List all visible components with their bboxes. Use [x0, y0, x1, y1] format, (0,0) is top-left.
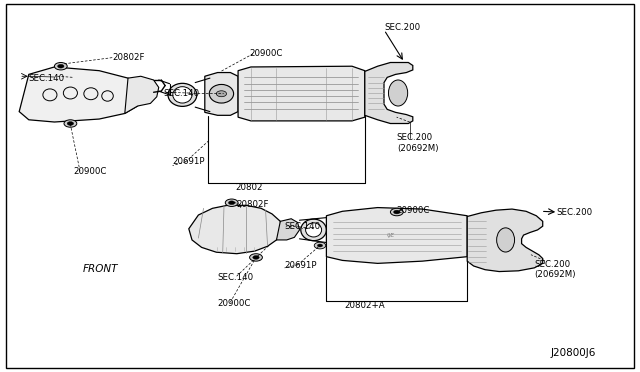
Circle shape [216, 91, 227, 97]
Text: 20802F: 20802F [112, 53, 145, 62]
Text: SEC.200: SEC.200 [384, 23, 420, 32]
Circle shape [250, 254, 262, 261]
Ellipse shape [301, 219, 326, 241]
Ellipse shape [168, 83, 197, 106]
Polygon shape [365, 62, 413, 124]
Text: 20691P: 20691P [285, 262, 317, 270]
Text: FRONT: FRONT [83, 264, 118, 273]
Text: 20900C: 20900C [250, 49, 283, 58]
Polygon shape [276, 219, 300, 240]
Ellipse shape [388, 80, 408, 106]
Polygon shape [125, 76, 159, 113]
Circle shape [390, 208, 403, 216]
Text: 20802+A: 20802+A [344, 301, 385, 310]
Text: J20800J6: J20800J6 [550, 348, 595, 357]
Polygon shape [238, 66, 365, 121]
Circle shape [317, 244, 323, 247]
Ellipse shape [173, 87, 192, 103]
Ellipse shape [209, 84, 234, 103]
Polygon shape [467, 209, 543, 272]
Text: SEC.140: SEC.140 [285, 222, 321, 231]
Text: ψε: ψε [386, 232, 395, 238]
Ellipse shape [306, 223, 322, 237]
Text: SEC.200: SEC.200 [534, 260, 570, 269]
Text: 20900C: 20900C [218, 299, 251, 308]
Circle shape [228, 201, 235, 205]
Circle shape [394, 210, 400, 214]
Text: 20691P: 20691P [173, 157, 205, 166]
Text: SEC.200: SEC.200 [557, 208, 593, 217]
Circle shape [253, 256, 259, 259]
Polygon shape [326, 208, 467, 263]
Text: (20692M): (20692M) [534, 270, 576, 279]
Circle shape [54, 62, 67, 70]
Circle shape [64, 120, 77, 127]
Text: SEC.140: SEC.140 [218, 273, 253, 282]
Circle shape [314, 242, 326, 249]
Circle shape [225, 199, 238, 206]
Text: SEC.140: SEC.140 [29, 74, 65, 83]
Text: SEC.140: SEC.140 [163, 89, 199, 97]
Text: 20900C: 20900C [397, 206, 430, 215]
Circle shape [58, 64, 64, 68]
Text: (20692M): (20692M) [397, 144, 438, 153]
Text: 20802F: 20802F [237, 200, 269, 209]
Polygon shape [19, 67, 144, 122]
Circle shape [67, 122, 74, 125]
Text: SEC.200: SEC.200 [397, 133, 433, 142]
Ellipse shape [497, 228, 515, 252]
Text: 20802: 20802 [236, 183, 263, 192]
Polygon shape [205, 73, 238, 115]
Polygon shape [189, 205, 282, 254]
Text: 20900C: 20900C [74, 167, 107, 176]
